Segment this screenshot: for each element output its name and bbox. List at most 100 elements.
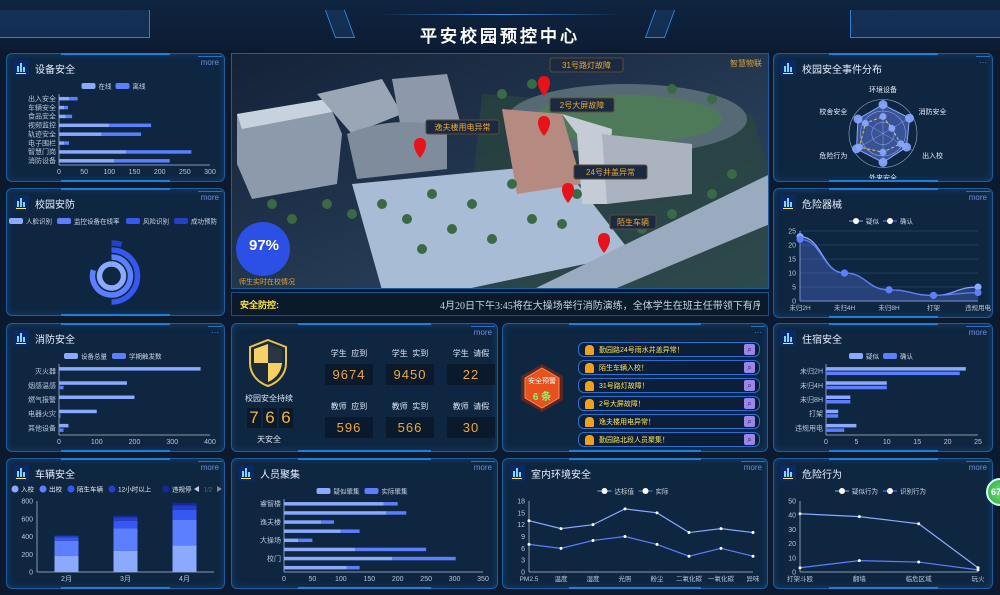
x-tick-label: 打架 [927,303,941,312]
page-title: 平安校园预控中心 [420,27,580,46]
tree [347,209,357,219]
x-tick-label: 0 [57,439,61,446]
alert-item[interactable]: 31号路灯故障！ ⌕ [578,378,760,393]
more-link[interactable]: more [965,461,990,473]
search-icon[interactable]: ⌕ [744,380,755,391]
more-link[interactable]: more [740,461,765,473]
y-tick-label: 800 [21,499,33,506]
map-marker-box [609,214,657,230]
y-tick-label: 车辆安全 [28,103,56,112]
bar [826,428,845,432]
y-tick-label: 视频监控 [28,121,56,130]
more-link[interactable]: more [470,326,495,338]
y-tick-label: 未归4H [800,381,823,390]
more-link[interactable]: ··· [208,326,222,338]
more-link[interactable]: more [197,56,222,68]
legend-page: 1/2 [204,488,213,494]
radar-indicator-label: 危险行为 [819,151,847,160]
x-tick-label: 光照 [619,574,633,583]
attendance-stat: 教师 应到 596 [325,401,373,438]
alert-item[interactable]: 2号大屏故障！ ⌕ [578,396,760,411]
bar-chart-icon [13,195,29,211]
data-point [623,507,627,511]
alert-item[interactable]: 勤园路24号雨水井盖异常！ ⌕ [578,342,760,357]
more-link[interactable]: more [197,191,222,203]
data-point [623,535,627,538]
bar-chart-icon [509,465,525,481]
search-icon[interactable]: ⌕ [744,344,755,355]
panel-title: 室内环境安全 [509,465,591,481]
map-corner-label[interactable]: 智慧物联 [730,59,762,68]
panel-crowd-gathering: 人员聚集 more 疑似聚集 实际聚集 0 50 100 150 200 250 300 350 睿智楼… [231,458,498,589]
bar [64,141,70,145]
y-tick-label: 未归2H [800,367,823,376]
tree [557,219,567,229]
search-icon[interactable]: ⌕ [744,434,755,445]
panel-title: 设备安全 [13,60,75,76]
header: 平安校园预控中心 [0,0,1000,50]
bar [383,502,398,506]
more-link[interactable]: more [965,191,990,203]
x-tick-label: 50 [80,169,88,176]
bar-chart-icon [780,465,796,481]
y-tick-label: 0 [792,570,796,577]
x-tick-label: 50 [309,576,317,583]
presence-gauge [236,222,290,276]
panel-title: 危险器械 [780,195,842,211]
legend-marker [642,488,649,494]
y-tick-label: 6 [521,546,525,553]
map-marker-label: 陌生车辆 [617,217,649,227]
radar-point [879,113,887,120]
map-marker-box [425,119,500,135]
legend-label: 出校 [49,485,63,494]
tree [447,224,457,234]
more-link[interactable]: more [197,461,222,473]
bar [109,123,152,128]
data-point [917,522,921,526]
search-icon[interactable]: ⌕ [744,362,755,373]
legend-swatch [849,353,863,359]
ring-segment [111,240,123,248]
radar-indicator-label: 校舍安全 [819,107,847,116]
legend-label: 疑似 [866,217,880,226]
announcement-ticker: 安全防控: 4月20日下午3:45将在大操场举行消防演练，全体学生在班主任带领下… [231,292,769,316]
x-tick-label: 300 [166,439,178,446]
more-link[interactable]: ··· [976,56,990,68]
shield-icon [249,338,287,388]
y-tick-label: 600 [21,516,33,523]
more-link[interactable]: ··· [751,326,765,338]
bar-chart-icon [780,195,796,211]
safety-digit: 7 [247,408,261,428]
bar [298,538,313,543]
panel-dangerous-behavior: 危险行为 more 疑似行为 识别行为 0 10 20 30 40 50 打架斗殴 翻墙 临危区域 玩火 [773,458,993,589]
panel-campus-defense: 校园安防 more 人脸识别 监控设备在线率 风险识别 成功预防 [6,188,225,316]
bar [284,502,384,506]
attendance-value: 596 [325,417,373,438]
siren-icon [585,362,594,373]
campus-map[interactable]: 31号路灯故障 2号大屏故障 逸夫楼用电异常 24号井盖异常 陌生车辆 97% 师生实时… [231,53,769,289]
alert-item[interactable]: 逸夫楼用电异常！ ⌕ [578,414,760,429]
bar [284,547,356,552]
alert-item[interactable]: 陌生车辆入校！ ⌕ [578,360,760,375]
bar [826,423,857,428]
more-link[interactable]: more [965,326,990,338]
alert-item[interactable]: 勤园路北段人员聚集！ ⌕ [578,432,760,447]
search-icon[interactable]: ⌕ [744,398,755,409]
y-tick-label: 0 [792,299,796,306]
legend-swatch [112,353,126,359]
bar-chart-icon [13,465,29,481]
panel-title: 消防安全 [13,330,75,346]
x-tick-label: 100 [103,169,115,176]
bar [59,159,115,163]
bar [826,409,839,414]
siren-icon [585,380,594,391]
y-tick-label: 5 [792,285,796,292]
header-deco-right [850,10,1000,38]
map-marker-box [573,164,648,180]
legend-label: 12小时以上 [118,485,152,494]
search-icon[interactable]: ⌕ [744,416,755,427]
y-tick-label: 0 [29,570,33,577]
more-link[interactable]: more [470,461,495,473]
x-tick-label: 350 [477,576,489,583]
